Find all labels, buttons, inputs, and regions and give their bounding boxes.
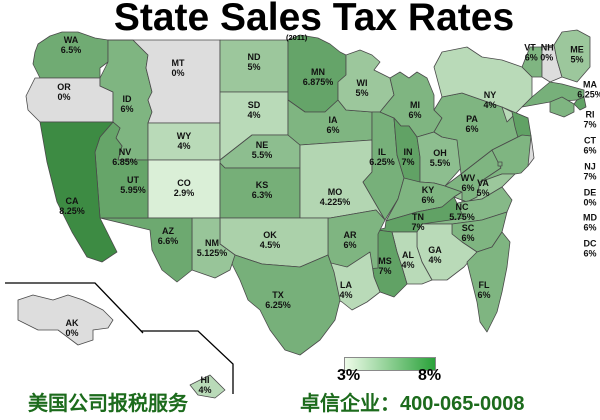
svg-text:SD: SD	[248, 100, 261, 110]
svg-text:5.5%: 5.5%	[252, 150, 273, 160]
svg-text:NY: NY	[484, 90, 497, 100]
svg-text:0%: 0%	[65, 328, 78, 338]
svg-text:OK: OK	[263, 230, 277, 240]
svg-text:5.95%: 5.95%	[120, 185, 146, 195]
svg-text:6%: 6%	[465, 124, 478, 134]
svg-text:5%: 5%	[355, 88, 368, 98]
svg-text:AL: AL	[402, 250, 414, 260]
svg-text:WV: WV	[461, 173, 476, 183]
svg-text:IA: IA	[329, 115, 339, 125]
svg-text:4.225%: 4.225%	[320, 197, 351, 207]
svg-text:6.25%: 6.25%	[369, 157, 395, 167]
svg-text:5.5%: 5.5%	[430, 158, 451, 168]
svg-text:AK: AK	[66, 318, 79, 328]
svg-text:0%: 0%	[57, 92, 70, 102]
svg-text:AR: AR	[344, 230, 357, 240]
svg-text:ID: ID	[123, 94, 133, 104]
svg-text:MO: MO	[328, 187, 343, 197]
svg-text:CO: CO	[177, 178, 191, 188]
svg-text:MT: MT	[172, 58, 185, 68]
svg-text:6.5%: 6.5%	[61, 45, 82, 55]
svg-text:TX: TX	[272, 290, 284, 300]
svg-text:4.5%: 4.5%	[260, 240, 281, 250]
svg-text:7%: 7%	[401, 157, 414, 167]
svg-text:4%: 4%	[401, 260, 414, 270]
svg-text:KS: KS	[256, 180, 269, 190]
svg-text:6.3%: 6.3%	[252, 190, 273, 200]
svg-text:4%: 4%	[247, 110, 260, 120]
svg-text:IL: IL	[378, 147, 387, 157]
svg-text:NV: NV	[119, 147, 132, 157]
svg-text:NC: NC	[456, 202, 469, 212]
svg-text:IN: IN	[404, 147, 413, 157]
svg-text:6%: 6%	[461, 233, 474, 243]
svg-text:OR: OR	[57, 82, 71, 92]
svg-text:OH: OH	[433, 148, 447, 158]
svg-text:5.75%: 5.75%	[449, 212, 475, 222]
svg-text:6%: 6%	[421, 195, 434, 205]
svg-text:FL: FL	[479, 280, 490, 290]
svg-text:UT: UT	[127, 175, 139, 185]
svg-text:2.9%: 2.9%	[174, 188, 195, 198]
svg-text:LA: LA	[340, 280, 352, 290]
svg-text:MI: MI	[410, 100, 420, 110]
svg-text:6.875%: 6.875%	[303, 77, 334, 87]
svg-text:NM: NM	[205, 238, 219, 248]
svg-text:VA: VA	[477, 178, 489, 188]
svg-text:5%: 5%	[476, 188, 489, 198]
svg-text:4%: 4%	[339, 290, 352, 300]
svg-text:AZ: AZ	[162, 226, 174, 236]
svg-text:CA: CA	[66, 196, 79, 206]
svg-text:6.85%: 6.85%	[112, 157, 138, 167]
svg-text:HI: HI	[201, 375, 210, 385]
svg-text:0%: 0%	[171, 68, 184, 78]
svg-text:6.25%: 6.25%	[265, 300, 291, 310]
svg-text:6%: 6%	[120, 104, 133, 114]
svg-text:4%: 4%	[198, 385, 211, 395]
svg-text:ND: ND	[248, 52, 261, 62]
svg-text:WY: WY	[177, 131, 192, 141]
svg-text:4%: 4%	[428, 255, 441, 265]
svg-text:7%: 7%	[411, 222, 424, 232]
svg-text:5%: 5%	[247, 62, 260, 72]
svg-text:6.6%: 6.6%	[158, 236, 179, 246]
svg-text:6%: 6%	[408, 110, 421, 120]
svg-text:7%: 7%	[378, 266, 391, 276]
svg-text:NE: NE	[256, 140, 269, 150]
svg-text:SC: SC	[462, 223, 475, 233]
svg-text:5.125%: 5.125%	[197, 248, 228, 258]
svg-text:MS: MS	[378, 256, 392, 266]
svg-text:6%: 6%	[343, 240, 356, 250]
svg-text:MN: MN	[311, 67, 325, 77]
svg-text:GA: GA	[428, 245, 442, 255]
svg-text:PA: PA	[466, 114, 478, 124]
svg-text:6%: 6%	[461, 183, 474, 193]
svg-text:6%: 6%	[326, 125, 339, 135]
svg-text:4%: 4%	[483, 100, 496, 110]
svg-text:4%: 4%	[177, 141, 190, 151]
svg-text:KY: KY	[422, 185, 435, 195]
svg-text:TN: TN	[412, 212, 424, 222]
svg-text:6%: 6%	[477, 290, 490, 300]
svg-text:8.25%: 8.25%	[59, 206, 85, 216]
svg-text:WI: WI	[357, 78, 368, 88]
